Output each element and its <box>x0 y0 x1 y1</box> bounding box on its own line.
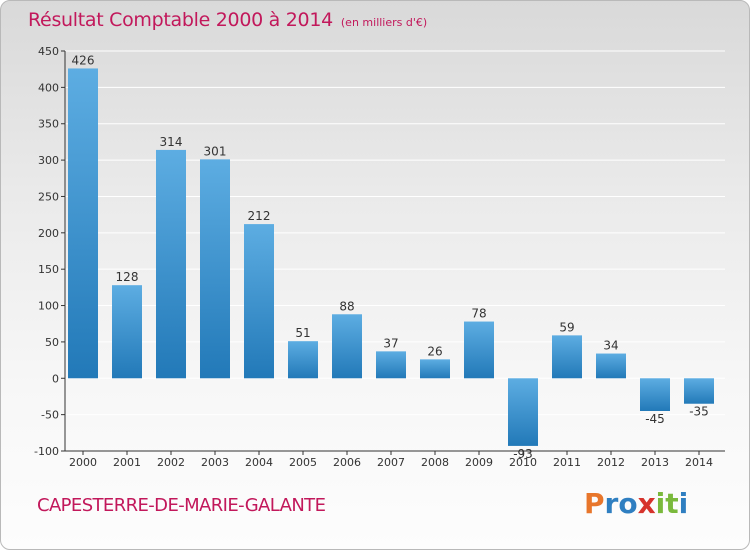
data-label: 37 <box>383 336 398 350</box>
y-tick-label: 450 <box>38 45 59 58</box>
x-tick-label: 2010 <box>509 456 537 469</box>
bar <box>156 149 186 379</box>
data-label: 426 <box>72 53 95 67</box>
data-label: 301 <box>204 144 227 158</box>
bar <box>68 68 98 379</box>
x-tick-label: 2012 <box>597 456 625 469</box>
bar <box>376 351 406 379</box>
x-tick-label: 2006 <box>333 456 361 469</box>
x-tick-label: 2001 <box>113 456 141 469</box>
y-tick-label: 300 <box>38 154 59 167</box>
logo-letter: P <box>584 487 605 520</box>
logo-letter: r <box>604 487 619 520</box>
x-tick-label: 2002 <box>157 456 185 469</box>
bar <box>640 378 670 411</box>
bar <box>508 378 538 446</box>
logo-letter: i <box>655 487 666 520</box>
bar <box>420 359 450 379</box>
y-tick-label: 50 <box>45 336 59 349</box>
chart-unit-note: (en milliers d'€) <box>340 16 428 29</box>
data-label: 59 <box>559 320 574 334</box>
logo-letter: t <box>665 487 679 520</box>
bar <box>332 314 362 379</box>
data-label: -45 <box>645 412 665 426</box>
x-tick-label: 2008 <box>421 456 449 469</box>
x-tick-label: 2005 <box>289 456 317 469</box>
data-label: 78 <box>471 307 486 321</box>
data-label: 314 <box>160 135 183 149</box>
bar <box>112 285 142 379</box>
x-tick-label: 2009 <box>465 456 493 469</box>
data-label: 88 <box>339 299 354 313</box>
x-tick-label: 2014 <box>685 456 713 469</box>
data-label: 34 <box>603 339 618 353</box>
bar <box>684 378 714 404</box>
data-label: 212 <box>248 209 271 223</box>
y-tick-label: 200 <box>38 227 59 240</box>
y-tick-label: 0 <box>52 372 59 385</box>
y-tick-label: -50 <box>41 409 59 422</box>
x-tick-label: 2011 <box>553 456 581 469</box>
bar <box>200 159 230 379</box>
y-tick-label: -100 <box>34 445 59 458</box>
bar <box>552 335 582 379</box>
chart-title-text: Résultat Comptable 2000 à 2014 <box>28 9 333 31</box>
y-tick-label: 400 <box>38 81 59 94</box>
data-label: -35 <box>689 405 709 419</box>
city-name: CAPESTERRE-DE-MARIE-GALANTE <box>37 495 326 516</box>
y-tick-label: 100 <box>38 300 59 313</box>
bar <box>244 224 274 379</box>
y-tick-label: 150 <box>38 263 59 276</box>
data-label: 26 <box>427 344 442 358</box>
logo-letter: x <box>637 487 656 520</box>
proxiti-logo: Proxiti <box>584 487 688 520</box>
bar <box>464 321 494 379</box>
x-tick-label: 2003 <box>201 456 229 469</box>
data-label: 128 <box>116 270 139 284</box>
chart-title: Résultat Comptable 2000 à 2014 (en millie… <box>28 9 427 31</box>
y-tick-label: 250 <box>38 190 59 203</box>
x-tick-label: 2013 <box>641 456 669 469</box>
data-label: 51 <box>295 326 310 340</box>
logo-letter: i <box>678 487 689 520</box>
bar <box>288 341 318 379</box>
x-tick-label: 2004 <box>245 456 273 469</box>
bar <box>596 353 626 379</box>
x-tick-label: 2000 <box>69 456 97 469</box>
x-tick-label: 2007 <box>377 456 405 469</box>
logo-letter: o <box>618 487 638 520</box>
y-tick-label: 350 <box>38 118 59 131</box>
